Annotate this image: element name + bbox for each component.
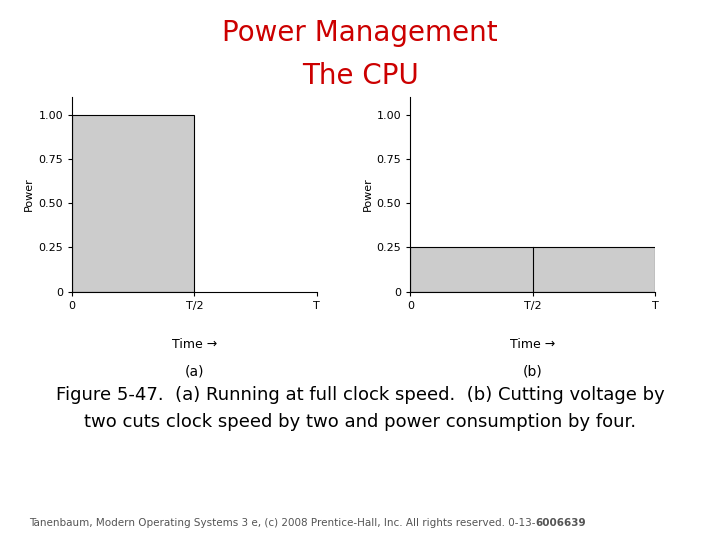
Text: (b): (b) [523, 364, 543, 379]
Text: Tanenbaum, Modern Operating Systems 3 e, (c) 2008 Prentice-Hall, Inc. All rights: Tanenbaum, Modern Operating Systems 3 e,… [29, 518, 535, 528]
Bar [410, 247, 655, 292]
Bar [72, 115, 194, 292]
Text: Power Management: Power Management [222, 19, 498, 47]
Text: The CPU: The CPU [302, 62, 418, 90]
Text: (a): (a) [184, 364, 204, 379]
Text: Time →: Time → [510, 338, 555, 350]
Y-axis label: Power: Power [362, 178, 372, 211]
Y-axis label: Power: Power [24, 178, 34, 211]
Text: Figure 5-47.  (a) Running at full clock speed.  (b) Cutting voltage by: Figure 5-47. (a) Running at full clock s… [55, 386, 665, 404]
Text: Time →: Time → [172, 338, 217, 350]
Text: two cuts clock speed by two and power consumption by four.: two cuts clock speed by two and power co… [84, 413, 636, 431]
Text: 6006639: 6006639 [535, 518, 586, 528]
